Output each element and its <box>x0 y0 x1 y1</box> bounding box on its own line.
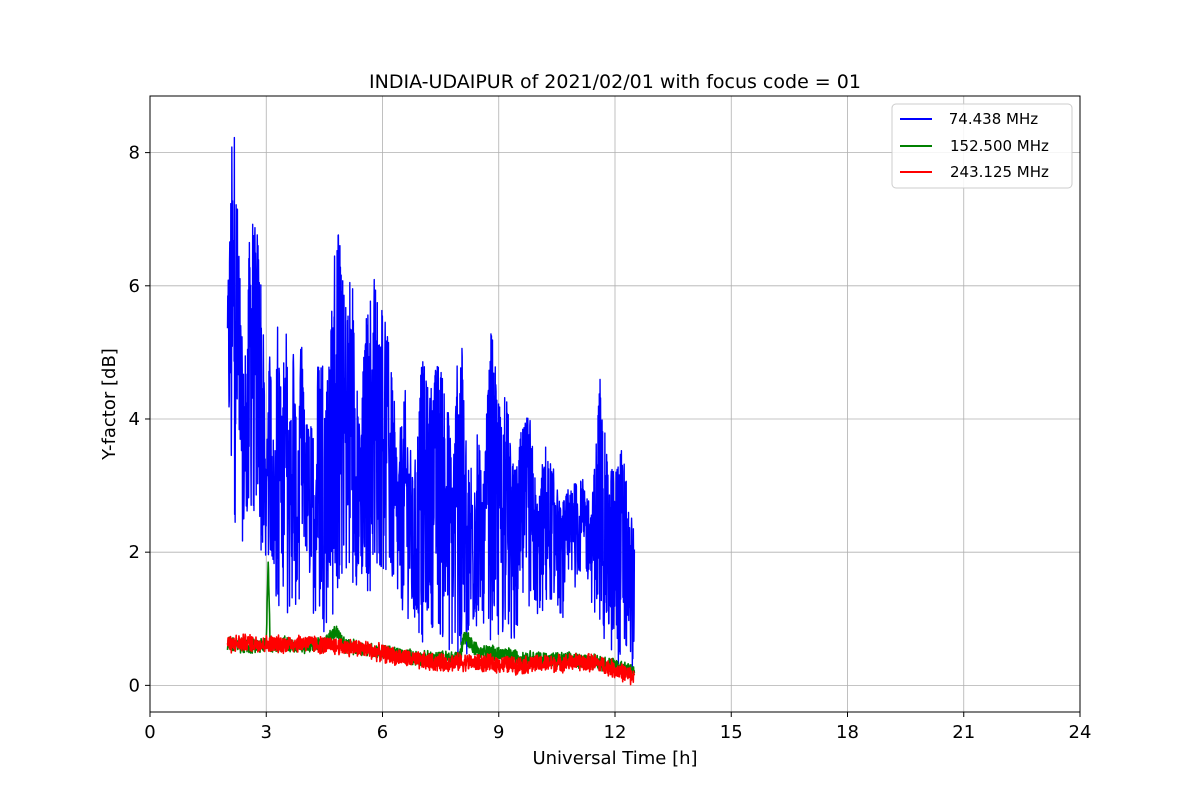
series-layer <box>226 136 636 686</box>
legend-box <box>891 103 1073 189</box>
x-axis-ticks: 0 3 6 9 12 15 18 21 24 <box>144 712 1091 743</box>
chart-title: INDIA-UDAIPUR of 2021/02/01 with focus c… <box>369 71 861 93</box>
x-tick-label: 0 <box>144 722 155 743</box>
y-tick-label: 6 <box>129 276 140 297</box>
x-tick-label: 3 <box>261 722 272 743</box>
x-tick-label: 24 <box>1069 722 1092 743</box>
y-tick-label: 4 <box>129 409 140 430</box>
y-tick-label: 8 <box>129 143 140 164</box>
legend-label-74mhz: 74.438 MHz <box>944 110 1038 128</box>
x-tick-label: 9 <box>493 722 504 743</box>
legend-label-152mhz: 152.500 MHz <box>950 137 1049 155</box>
y-tick-label: 2 <box>129 542 140 563</box>
legend: 74.438 MHz 152.500 MHz 243.125 MHz <box>891 103 1073 189</box>
x-axis-label: Universal Time [h] <box>532 748 697 769</box>
series-line-2 <box>226 633 636 686</box>
x-tick-label: 21 <box>952 722 975 743</box>
plot-area <box>226 136 636 686</box>
x-tick-label: 15 <box>720 722 743 743</box>
x-tick-label: 18 <box>836 722 859 743</box>
y-tick-label: 0 <box>129 675 140 696</box>
legend-label-243mhz: 243.125 MHz <box>950 163 1049 181</box>
x-tick-label: 12 <box>604 722 627 743</box>
y-axis-label: Y-factor [dB] <box>99 348 120 461</box>
y-axis-ticks: 0 2 4 6 8 <box>129 143 150 696</box>
x-tick-label: 6 <box>377 722 388 743</box>
series-line-0 <box>226 136 636 669</box>
